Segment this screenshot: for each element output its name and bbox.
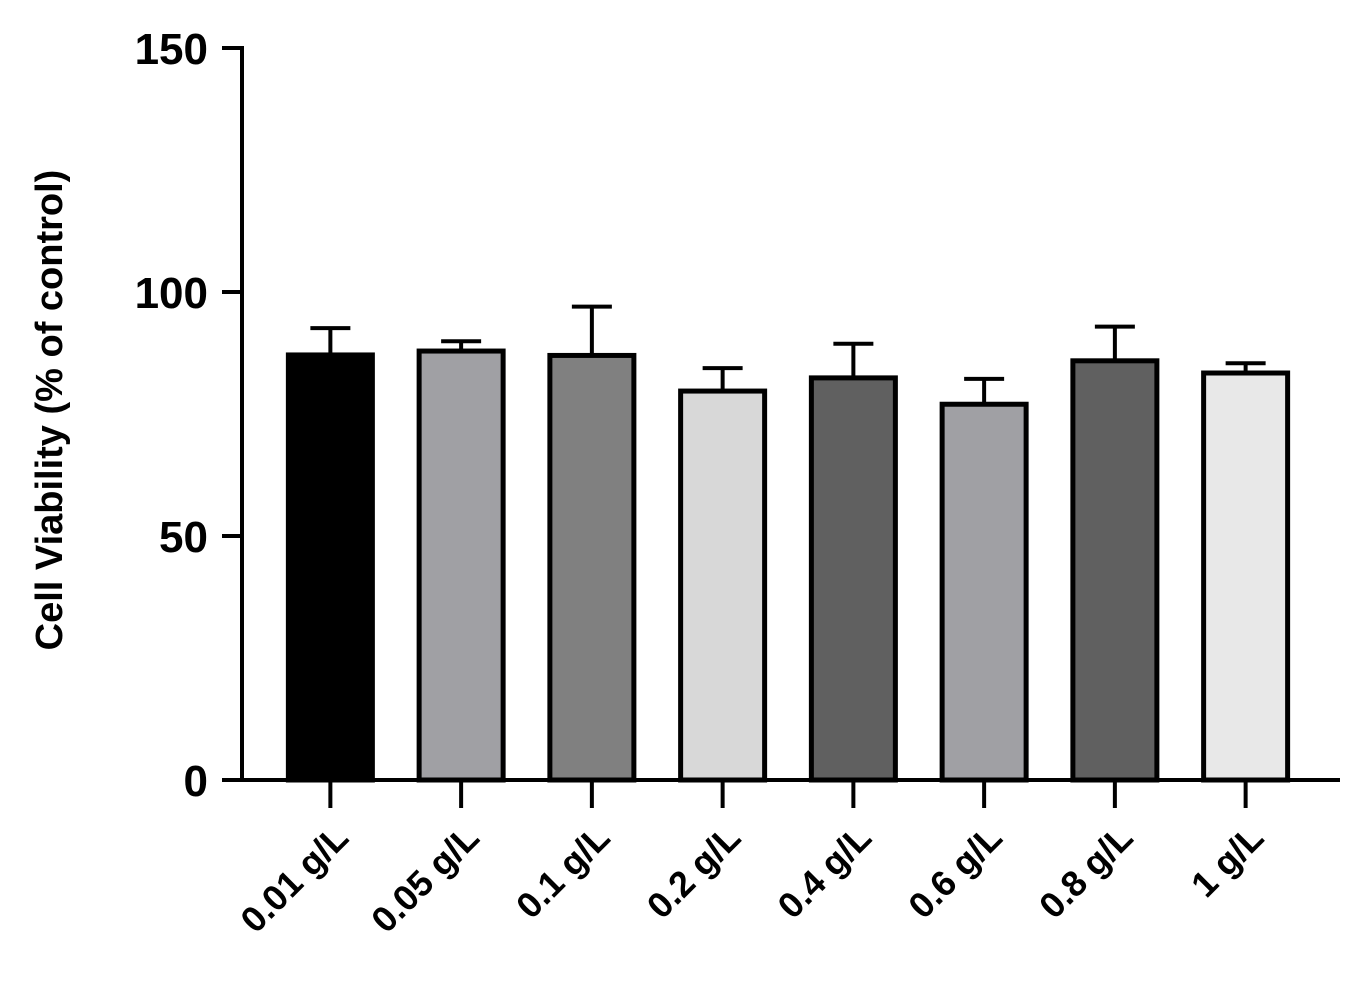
x-tick-label: 0.4 g/L xyxy=(769,817,879,927)
y-tick-label: 100 xyxy=(135,269,208,318)
bar xyxy=(1201,370,1291,783)
bar xyxy=(1070,358,1160,783)
x-tick-label: 0.1 g/L xyxy=(508,817,618,927)
bar xyxy=(678,388,768,783)
x-tick-label: 0.2 g/L xyxy=(639,817,749,927)
x-tick-label: 0.6 g/L xyxy=(900,817,1010,927)
y-tick-label: 50 xyxy=(159,513,208,562)
bar xyxy=(547,352,637,783)
y-axis-label: Cell Viability (% of control) xyxy=(29,170,71,651)
bar xyxy=(808,375,898,783)
x-tick-label: 0.01 g/L xyxy=(232,817,356,941)
y-tick-label: 150 xyxy=(135,25,208,74)
x-tick-label: 0.05 g/L xyxy=(363,817,487,941)
bar xyxy=(285,352,375,783)
bar xyxy=(416,348,506,783)
bar xyxy=(939,401,1029,783)
y-tick-label: 0 xyxy=(184,757,208,806)
x-tick-label: 0.8 g/L xyxy=(1031,817,1141,927)
x-tick-label: 1 g/L xyxy=(1183,817,1271,905)
